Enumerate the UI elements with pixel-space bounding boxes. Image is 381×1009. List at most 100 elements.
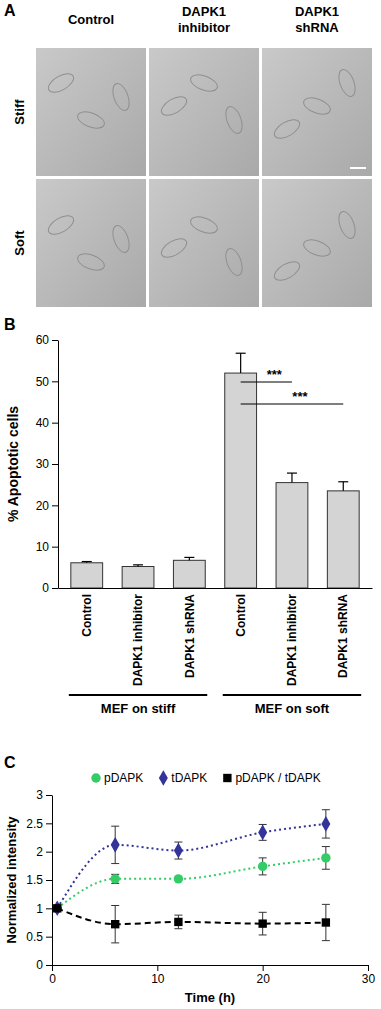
marker xyxy=(53,904,62,913)
tick: 10 xyxy=(36,540,58,554)
tick-label: 3 xyxy=(36,788,43,802)
tick-mark xyxy=(368,965,369,971)
cell-outline xyxy=(158,93,189,119)
micrograph xyxy=(149,48,259,176)
tick: 3 xyxy=(36,788,52,802)
error-bar xyxy=(111,906,119,943)
micrograph xyxy=(262,48,372,176)
bar xyxy=(327,491,359,588)
legend-label: pDAPK / tDAPK xyxy=(235,771,320,785)
error-bar xyxy=(322,904,330,940)
error-bar xyxy=(259,858,267,875)
error-bar xyxy=(236,353,246,373)
error-bar xyxy=(259,824,267,840)
tick-label: DAPK1 inhibitor xyxy=(285,594,299,686)
tick: 1 xyxy=(36,902,52,916)
panel-label: A xyxy=(4,2,16,19)
significance-label: *** xyxy=(292,389,308,404)
y-axis: 00.511.522.53 xyxy=(26,788,52,972)
tick-mark xyxy=(263,965,264,971)
panel-b: B0102030405060% Apoptotic cellsControlDA… xyxy=(4,316,373,716)
legend-marker xyxy=(223,774,231,782)
marker xyxy=(321,816,330,832)
tick-mark xyxy=(52,547,58,548)
cell-outline xyxy=(336,209,359,240)
error-bar xyxy=(184,557,194,560)
marker xyxy=(321,853,330,862)
marker xyxy=(174,843,183,859)
micrograph xyxy=(149,179,259,307)
column-label: Control xyxy=(68,12,114,27)
panel-label: B xyxy=(4,316,16,333)
tick-label: 30 xyxy=(362,972,376,986)
legend-item: pDAPK xyxy=(91,771,143,785)
tick: DAPK1 shRNA xyxy=(183,588,197,678)
group-bracket xyxy=(223,694,361,696)
error-bar xyxy=(338,482,348,491)
tick: Control xyxy=(80,588,94,637)
tick-label: 30 xyxy=(36,457,50,471)
tick-mark xyxy=(46,823,52,824)
tick-label: 20 xyxy=(256,972,270,986)
marker xyxy=(258,919,266,927)
legend-marker xyxy=(159,770,168,786)
cell-outline xyxy=(271,258,302,284)
tick: 40 xyxy=(36,416,58,430)
error-bar xyxy=(111,874,119,883)
series-line xyxy=(57,858,326,908)
tick-mark xyxy=(52,381,58,382)
cell-outline xyxy=(223,246,246,277)
tick: 30 xyxy=(362,965,376,986)
error-bar xyxy=(82,562,92,563)
tick-label: 1 xyxy=(36,902,43,916)
tick: 20 xyxy=(256,965,270,986)
tick-label: 60 xyxy=(36,333,50,347)
error-bar xyxy=(259,912,267,935)
row-label: Soft xyxy=(12,230,27,256)
panel-a: AControlDAPK1inhibitorDAPK1shRNAStiffSof… xyxy=(4,2,372,307)
row-label: Stiff xyxy=(12,99,27,125)
marker xyxy=(174,874,183,883)
marker xyxy=(174,918,182,926)
tick-mark xyxy=(157,965,158,971)
marker xyxy=(111,837,120,853)
axis-line xyxy=(52,796,53,966)
column-label: DAPK1shRNA xyxy=(295,4,339,35)
tick-mark xyxy=(46,795,52,796)
y-axis-title: Normalized intensity xyxy=(4,816,19,944)
tick-label: 1.5 xyxy=(26,873,43,887)
tick-label: 0 xyxy=(49,972,56,986)
figure: AControlDAPK1inhibitorDAPK1shRNAStiffSof… xyxy=(0,0,381,1009)
bar xyxy=(173,560,205,588)
tick: 0 xyxy=(42,581,58,595)
bars xyxy=(71,353,359,588)
tick-label: 2.5 xyxy=(26,817,43,831)
tick: 1.5 xyxy=(26,873,52,887)
tick-mark xyxy=(46,937,52,938)
tick: 2.5 xyxy=(26,817,52,831)
micrograph xyxy=(36,48,146,176)
marker xyxy=(258,862,267,871)
legend-label: pDAPK xyxy=(104,771,143,785)
series-line xyxy=(57,908,326,924)
marker xyxy=(53,901,62,917)
tick-label: 10 xyxy=(36,540,50,554)
axis-line xyxy=(58,341,59,589)
error-bar xyxy=(322,810,330,838)
cell-outline xyxy=(271,116,302,142)
error-bar xyxy=(133,565,143,567)
marker xyxy=(258,825,267,841)
axis-line xyxy=(59,588,373,589)
panel-label: C xyxy=(4,754,16,771)
legend: pDAPK tDAPK pDAPK / tDAPK xyxy=(91,770,320,786)
tick-label: 50 xyxy=(36,375,50,389)
marker xyxy=(110,874,119,883)
tick-label: DAPK1 shRNA xyxy=(183,594,197,678)
tick: 60 xyxy=(36,333,58,347)
significance-label: *** xyxy=(267,367,283,382)
tick-label: Control xyxy=(234,594,248,637)
group-bracket xyxy=(69,694,207,696)
error-bar xyxy=(174,915,182,929)
legend-label: tDAPK xyxy=(171,771,207,785)
panel-c: C00.511.522.530102030Time (h)Normalized … xyxy=(4,754,375,1005)
